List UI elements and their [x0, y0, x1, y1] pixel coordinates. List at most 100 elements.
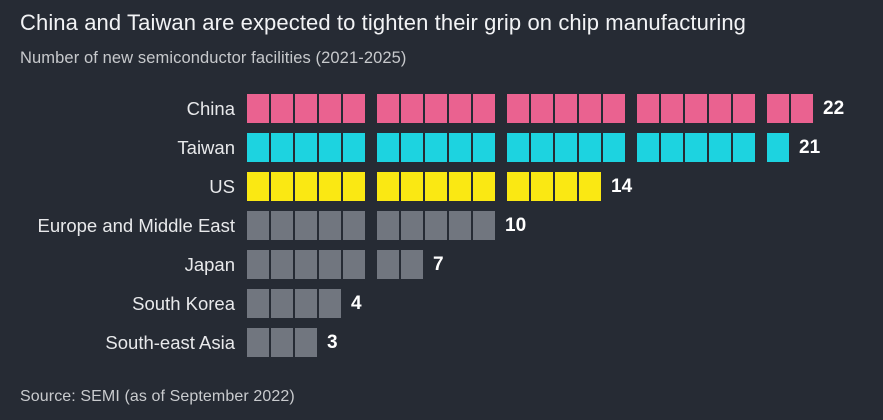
- unit-squares: [247, 172, 603, 201]
- unit-square: [377, 133, 399, 162]
- unit-square: [343, 133, 365, 162]
- unit-square: [295, 211, 317, 240]
- unit-square: [767, 133, 789, 162]
- category-label: South-east Asia: [105, 331, 235, 353]
- value-label: 7: [433, 253, 444, 275]
- unit-square: [401, 133, 423, 162]
- category-label: Japan: [184, 253, 235, 275]
- unit-square: [343, 172, 365, 201]
- unit-square: [343, 250, 365, 279]
- unit-square: [343, 94, 365, 123]
- unit-square: [319, 94, 341, 123]
- value-label: 4: [351, 292, 362, 314]
- unit-square: [377, 172, 399, 201]
- unit-square: [377, 211, 399, 240]
- unit-square: [709, 133, 731, 162]
- unit-square: [661, 133, 683, 162]
- unit-square: [247, 328, 269, 357]
- unit-square: [531, 172, 553, 201]
- value-label: 21: [799, 136, 821, 158]
- value-label: 3: [327, 331, 338, 353]
- unit-square: [579, 94, 601, 123]
- unit-square: [709, 94, 731, 123]
- unit-square: [791, 94, 813, 123]
- unit-squares: [247, 328, 319, 357]
- unit-square: [473, 94, 495, 123]
- unit-square: [685, 133, 707, 162]
- unit-square: [733, 133, 755, 162]
- chart-row: Europe and Middle East 10: [0, 211, 863, 240]
- source-note: Source: SEMI (as of September 2022): [20, 388, 295, 405]
- unit-square: [449, 172, 471, 201]
- unit-square: [661, 94, 683, 123]
- unit-square: [531, 94, 553, 123]
- unit-square: [733, 94, 755, 123]
- unit-square: [401, 94, 423, 123]
- chart-row: Japan 7: [0, 250, 863, 279]
- unit-square: [271, 289, 293, 318]
- chart-subtitle: Number of new semiconductor facilities (…: [20, 49, 407, 67]
- unit-square: [319, 289, 341, 318]
- unit-square: [507, 94, 529, 123]
- unit-square: [377, 250, 399, 279]
- chart-row: South-east Asia 3: [0, 328, 863, 357]
- unit-square: [295, 133, 317, 162]
- category-label: South Korea: [132, 292, 235, 314]
- unit-square: [449, 211, 471, 240]
- unit-square: [247, 94, 269, 123]
- unit-square: [767, 94, 789, 123]
- unit-square: [271, 172, 293, 201]
- unit-square: [425, 211, 447, 240]
- unit-square: [637, 133, 659, 162]
- unit-square: [579, 133, 601, 162]
- unit-square: [295, 172, 317, 201]
- unit-square: [247, 250, 269, 279]
- chart-row: US 14: [0, 172, 863, 201]
- unit-square: [295, 328, 317, 357]
- unit-squares: [247, 94, 815, 123]
- unit-square: [507, 172, 529, 201]
- unit-square: [343, 211, 365, 240]
- unit-square: [247, 172, 269, 201]
- unit-square: [507, 133, 529, 162]
- chart-row: South Korea 4: [0, 289, 863, 318]
- unit-square: [295, 289, 317, 318]
- chart-title: China and Taiwan are expected to tighten…: [20, 10, 747, 35]
- unit-square: [271, 211, 293, 240]
- unit-square: [425, 172, 447, 201]
- unit-square: [377, 94, 399, 123]
- unit-square: [319, 211, 341, 240]
- category-label: China: [186, 97, 235, 119]
- category-label: US: [209, 175, 235, 197]
- unit-square: [473, 133, 495, 162]
- unit-square: [579, 172, 601, 201]
- unit-squares: [247, 211, 497, 240]
- unit-square: [319, 172, 341, 201]
- unit-square: [449, 133, 471, 162]
- unit-square: [271, 250, 293, 279]
- unit-square: [637, 94, 659, 123]
- unit-square: [401, 250, 423, 279]
- category-label: Europe and Middle East: [37, 214, 235, 236]
- unit-square: [295, 94, 317, 123]
- unit-square: [603, 94, 625, 123]
- unit-square: [271, 94, 293, 123]
- chart-rows: China 22 Taiwan 21 US 14 Europe and Middle Eas…: [0, 94, 863, 367]
- unit-square: [555, 172, 577, 201]
- value-label: 10: [505, 214, 527, 236]
- unit-square: [473, 211, 495, 240]
- unit-square: [473, 172, 495, 201]
- unit-square: [319, 133, 341, 162]
- unit-square: [401, 211, 423, 240]
- unit-squares: [247, 250, 425, 279]
- category-label: Taiwan: [177, 136, 235, 158]
- unit-square: [247, 289, 269, 318]
- unit-square: [319, 250, 341, 279]
- unit-square: [271, 328, 293, 357]
- unit-square: [603, 133, 625, 162]
- unit-square: [425, 133, 447, 162]
- unit-square: [531, 133, 553, 162]
- unit-square: [271, 133, 293, 162]
